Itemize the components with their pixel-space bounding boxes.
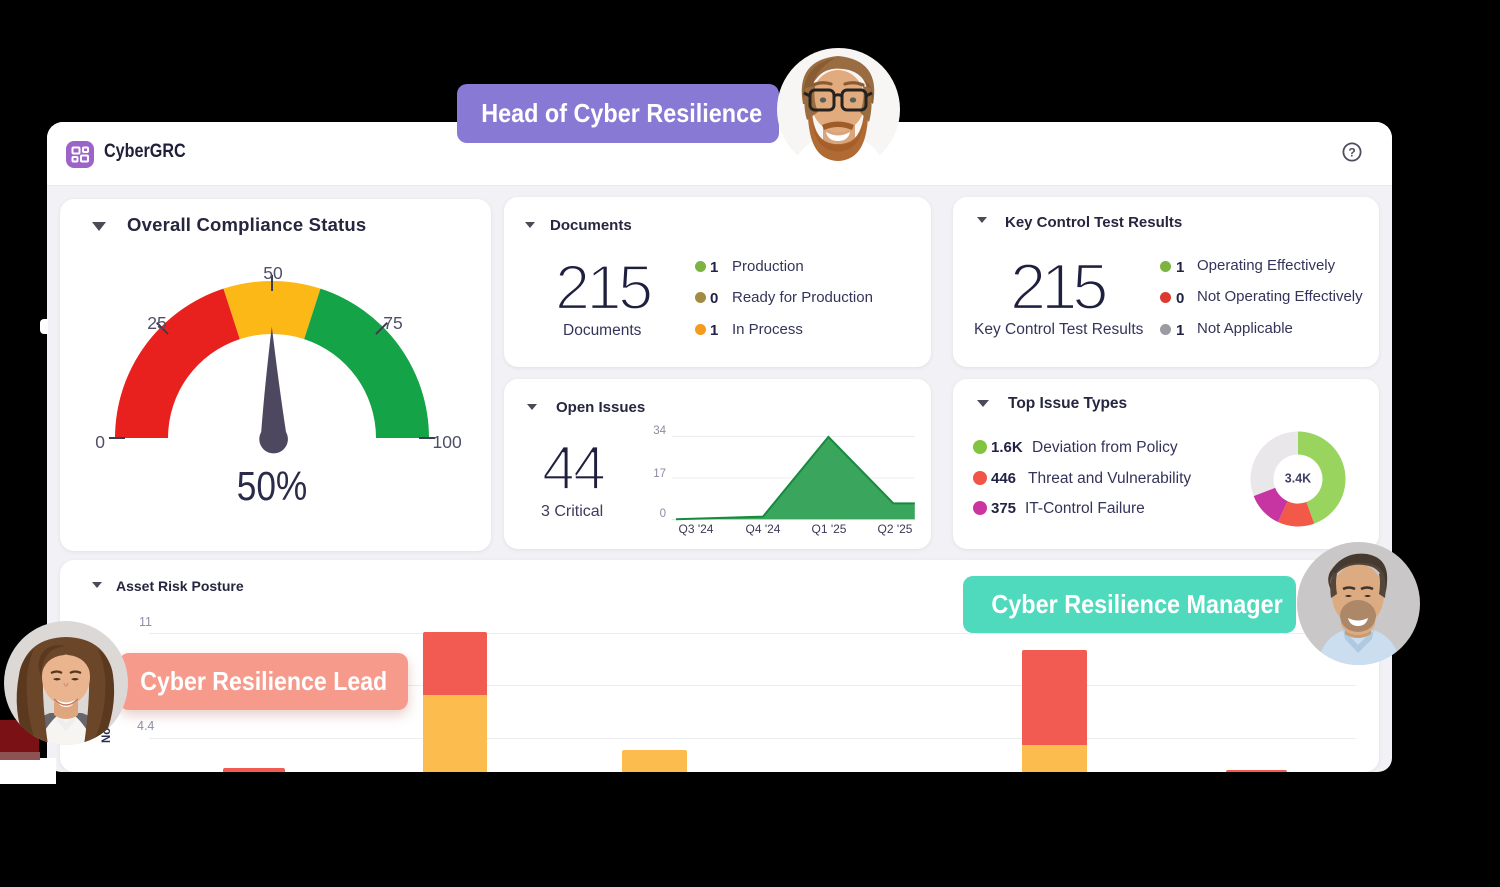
svg-text:Q1 '25: Q1 '25: [812, 522, 847, 536]
svg-text:0: 0: [95, 432, 105, 452]
svg-text:Q4 '24: Q4 '24: [746, 522, 781, 536]
svg-text:50%: 50%: [237, 464, 308, 505]
svg-text:0: 0: [660, 508, 666, 520]
svg-text:34: 34: [653, 425, 666, 437]
svg-text:75: 75: [383, 313, 402, 333]
svg-text:25: 25: [147, 313, 166, 333]
svg-text:Q3 '24: Q3 '24: [679, 522, 714, 536]
svg-text:Q2 '25: Q2 '25: [878, 522, 913, 536]
svg-text:3.4K: 3.4K: [1285, 472, 1311, 486]
svg-text:?: ?: [1348, 145, 1355, 159]
svg-text:50: 50: [263, 263, 283, 283]
svg-text:17: 17: [653, 468, 666, 480]
svg-text:100: 100: [433, 432, 462, 452]
